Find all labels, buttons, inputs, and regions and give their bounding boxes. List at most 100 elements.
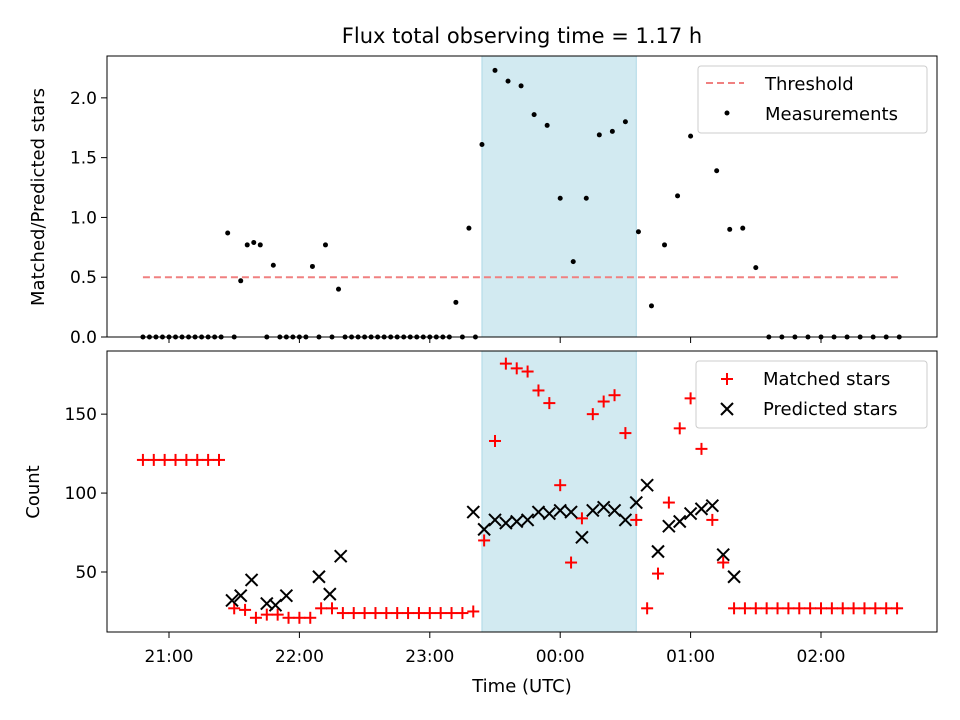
predicted-star-marker [312, 570, 326, 584]
predicted-star-marker [499, 516, 513, 530]
matched-star-marker [738, 602, 751, 615]
measurement-point [557, 195, 563, 201]
measurement-point [518, 83, 524, 89]
predicted-star-marker [716, 547, 730, 562]
matched-star-marker [815, 602, 827, 615]
matched-star-marker [586, 408, 599, 421]
measurement-point [322, 242, 328, 248]
predicted-star-marker [596, 500, 611, 514]
matched-star-marker [380, 607, 393, 620]
top-y-tick-label: 2.0 [70, 89, 97, 109]
matched-star-marker [880, 602, 893, 615]
matched-star-marker [521, 365, 534, 378]
matched-star-marker [249, 611, 262, 624]
matched-star-marker [782, 602, 795, 615]
bottom-x-axis: 21:00 22:00 23:00 00:00 01:00 02:00 [145, 632, 846, 667]
matched-star-marker [847, 602, 860, 615]
matched-star-marker [169, 453, 182, 466]
measurement-point [570, 259, 576, 265]
matched-star-marker [180, 453, 193, 466]
predicted-star-marker [466, 505, 480, 519]
predicted-star-marker [279, 588, 294, 603]
measurement-point [583, 195, 589, 201]
measurement-point [727, 226, 733, 232]
bottom-y-tick-label: 100 [65, 484, 97, 504]
matched-star-marker [771, 602, 784, 615]
matched-star-marker [760, 602, 773, 615]
measurement-point [544, 122, 550, 128]
matched-star-marker [630, 513, 643, 526]
bottom-y-tick-label: 150 [65, 405, 97, 425]
measurement-point [531, 112, 537, 118]
bottom-legend: Matched stars Predicted stars [695, 360, 928, 429]
matched-star-marker [202, 453, 215, 466]
predicted-star-marker [662, 519, 676, 533]
matched-star-marker [369, 607, 382, 620]
predicted-legend-label: Predicted stars [763, 399, 897, 420]
matched-star-marker [467, 605, 480, 618]
measurement-point [244, 242, 250, 248]
matched-star-marker [271, 608, 284, 621]
measurement-point [635, 229, 641, 235]
top-x-tickmarks [168, 337, 822, 343]
matched-star-marker [673, 422, 686, 435]
measurement-point [238, 278, 244, 284]
matched-star-marker [489, 434, 501, 447]
measurement-point [336, 286, 342, 292]
matched-star-marker [347, 607, 360, 620]
x-tick-label: 21:00 [145, 647, 194, 667]
matched-star-marker [260, 608, 273, 621]
measurement-point [740, 225, 746, 231]
measurement-point [251, 240, 257, 246]
matched-star-marker [641, 602, 654, 615]
measurement-point [714, 168, 720, 174]
matched-star-marker [315, 602, 328, 615]
bottom-y-tick-label: 50 [75, 563, 97, 583]
x-tick-label: 22:00 [275, 647, 324, 667]
top-legend-box [697, 65, 928, 134]
matched-star-marker [228, 602, 241, 615]
x-axis-label: Time (UTC) [471, 676, 572, 697]
measurement-point [492, 67, 498, 73]
measurement-point [505, 78, 511, 84]
predicted-star-marker [694, 502, 709, 516]
top-y-tick-label: 0.5 [70, 268, 97, 288]
measurement-point [753, 265, 759, 271]
predicted-star-marker [225, 593, 239, 608]
top-legend: Threshold Measurements [697, 65, 928, 134]
bottom-legend-box [695, 360, 928, 429]
matched-star-marker [326, 602, 338, 615]
predicted-star-marker [575, 530, 589, 544]
matched-star-marker [717, 556, 730, 569]
matched-star-marker [212, 453, 225, 466]
predicted-star-marker [705, 499, 720, 513]
predicted-star-marker [727, 570, 741, 584]
predicted-star-marker [520, 513, 535, 527]
predicted-star-marker [586, 503, 600, 518]
matched-star-marker [358, 607, 371, 620]
matched-star-marker [652, 567, 664, 580]
measurement-point [688, 133, 694, 139]
measurement-point [596, 132, 602, 138]
bottom-plot-frame [106, 350, 938, 633]
matched-star-marker [499, 357, 512, 370]
predicted-star-marker [542, 506, 557, 521]
x-tick-label: 23:00 [405, 647, 454, 667]
predicted-star-marker [234, 588, 248, 603]
predicted-star-marker [477, 522, 491, 537]
top-panel: 0.00.51.01.52.0 Matched/Predicted stars … [28, 55, 938, 348]
observing-span-bottom [481, 350, 637, 633]
predicted-star-marker [640, 478, 654, 492]
measurement-point [466, 225, 472, 231]
matched-star-marker [858, 602, 871, 615]
x-tick-label: 01:00 [666, 647, 715, 667]
top-y-tick-label: 1.5 [70, 149, 97, 169]
top-plot-frame [106, 55, 938, 338]
matched-star-marker [147, 453, 160, 466]
top-y-tick-label: 0.0 [70, 328, 97, 348]
matched-star-marker [565, 556, 578, 569]
predicted-star-marker [333, 549, 348, 563]
predicted-star-marker [323, 587, 337, 601]
